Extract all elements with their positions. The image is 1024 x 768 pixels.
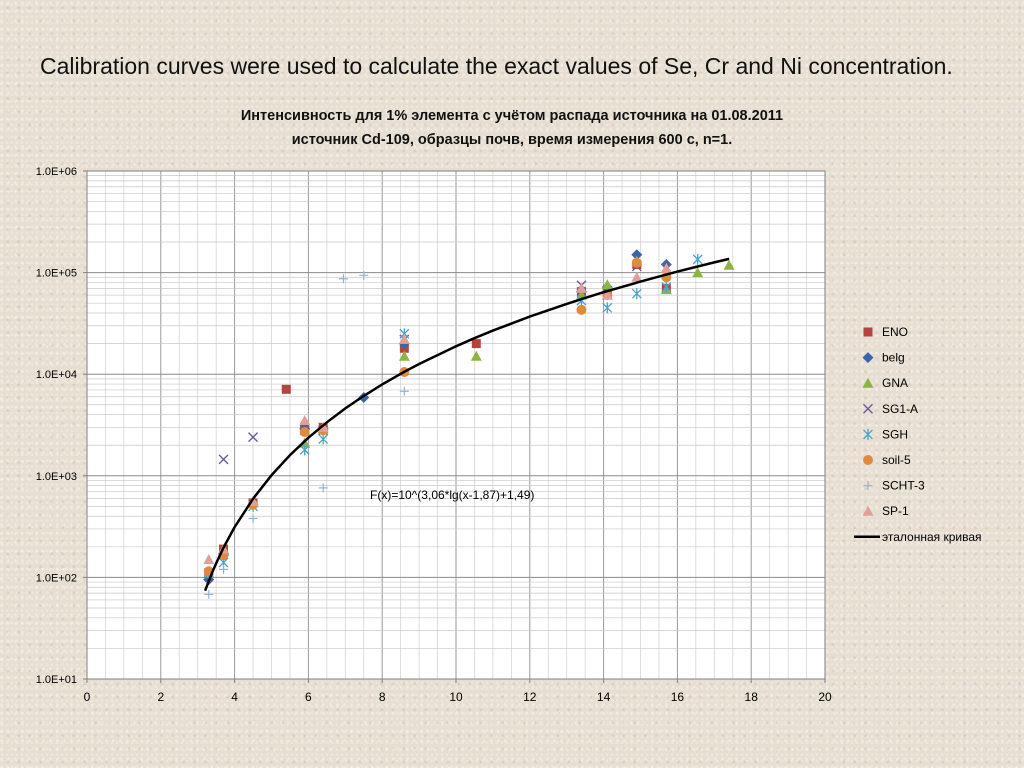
data-point [661,281,672,293]
grid [86,170,826,680]
legend-item-sgh: SGH [863,427,908,441]
legend-label: soil-5 [882,453,911,467]
x-tick-label: 6 [305,690,312,704]
legend-marker [863,403,873,414]
y-tick-label: 1.0E+05 [36,268,77,280]
y-tick-label: 1.0E+01 [36,674,77,686]
data-point [692,253,703,265]
formula-annotation: F(x)=10^(3,06*lg(x-1,87)+1,49) [370,488,534,502]
legend-label: эталонная кривая [882,530,982,544]
legend-item-sg1-a: SG1-A [863,402,918,416]
data-point [318,483,328,493]
axes: 0 2 4 6 8 10 12 14 16 18 20 1.0E+01 1.0E+02 1.0E+03 1.… [36,166,832,704]
legend-label: SGH [882,427,908,441]
y-tick-label: 1.0E+04 [36,369,77,381]
x-tick-label: 12 [523,690,537,704]
legend-item-belg: belg [862,351,905,365]
x-tick-label: 4 [231,690,238,704]
legend-label: SCHT-3 [882,479,925,493]
x-tick-label: 20 [818,690,832,704]
data-point [338,274,348,284]
legend-marker [863,455,873,465]
legend-item-sp-1: SP-1 [862,504,909,518]
legend-item-scht-3: SCHT-3 [863,479,925,493]
data-point [281,384,291,394]
data-points [203,249,735,599]
data-point [359,270,369,280]
legend-marker [863,327,873,337]
legend-item-reference-curve: эталонная кривая [854,530,982,544]
legend-marker [863,481,873,491]
data-point [470,350,482,361]
data-point [660,262,672,273]
x-tick-label: 10 [449,690,463,704]
data-point [631,288,642,300]
x-tick-label: 0 [84,690,91,704]
legend-label: SG1-A [882,402,918,416]
chart-title-line-2: источник Cd-109, образцы почв, время изм… [291,132,733,148]
reference-curve [203,257,730,592]
y-tick-label: 1.0E+06 [36,166,77,178]
x-tick-label: 18 [745,690,759,704]
legend: ENO belg GNA SG1-A SGH soil-5 SCHT-3 SP-1 эталон… [854,325,982,544]
data-point [248,432,259,443]
legend-marker [863,428,873,440]
slide-title: Calibration curves were used to calculat… [40,53,953,79]
data-point [299,426,310,437]
legend-item-soil-5: soil-5 [863,453,911,467]
legend-label: GNA [882,376,908,390]
data-point [601,289,613,300]
data-point [318,433,329,445]
data-point [398,350,410,361]
x-tick-label: 14 [597,690,611,704]
data-point [299,415,311,426]
legend-label: SP-1 [882,504,909,518]
data-point [219,564,229,574]
data-point [631,257,642,268]
data-point [471,339,481,349]
data-point [692,267,704,278]
legend-label: ENO [882,325,908,339]
chart-title-line-1: Интенсивность для 1% элемента с учётом р… [240,108,784,124]
x-tick-label: 8 [379,690,386,704]
data-point [399,386,409,396]
data-point [218,454,229,465]
data-point [602,302,613,314]
data-point [576,304,587,315]
data-point [723,259,735,270]
data-point [631,271,643,282]
data-point [299,444,310,456]
y-tick-label: 1.0E+03 [36,471,77,483]
legend-marker [862,505,874,516]
legend-label: belg [882,351,905,365]
legend-item-eno: ENO [863,325,908,339]
data-point [398,333,410,344]
data-point [248,513,258,523]
data-point [203,554,215,565]
data-point [575,282,587,293]
data-point [204,589,214,599]
data-point [601,279,613,290]
y-tick-label: 1.0E+02 [36,572,77,584]
legend-marker [862,352,874,364]
legend-marker [862,377,874,388]
x-tick-label: 2 [157,690,164,704]
x-tick-label: 16 [671,690,685,704]
data-point [631,249,643,261]
legend-item-gna: GNA [862,376,908,390]
